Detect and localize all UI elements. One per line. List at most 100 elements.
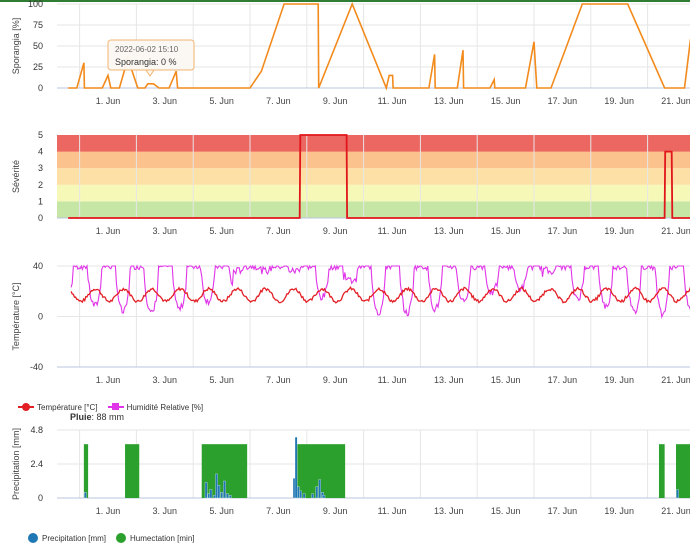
x-tick-label: 3. Jun — [153, 375, 178, 385]
precipitation-bar — [311, 493, 314, 499]
y-axis-title: Température [°C] — [11, 282, 21, 350]
y-tick-label: 5 — [38, 130, 43, 140]
x-tick-label: 11. Jun — [378, 96, 407, 106]
y-tick-label: 2.4 — [30, 459, 43, 469]
severity-band-top — [57, 135, 690, 152]
x-tick-label: 21. Jun — [661, 226, 690, 236]
y-tick-label: 0 — [38, 493, 43, 503]
x-tick-label: 19. Jun — [604, 226, 634, 236]
severity-band — [57, 151, 690, 169]
x-tick-label: 7. Jun — [266, 375, 291, 385]
precipitation-bar — [322, 495, 326, 499]
series-line-severity — [68, 134, 690, 219]
legend-item-humidity[interactable]: Humidité Relative [%] — [107, 402, 204, 412]
y-tick-label: 0 — [38, 312, 43, 322]
tooltip-pointer — [145, 69, 155, 77]
y-tick-label: 0 — [38, 213, 43, 223]
precipitation-bar — [223, 480, 226, 499]
x-tick-label: 11. Jun — [378, 226, 407, 236]
x-tick-label: 21. Jun — [661, 96, 690, 106]
x-tick-label: 15. Jun — [491, 96, 521, 106]
x-tick-label: 17. Jun — [548, 506, 578, 516]
x-tick-label: 17. Jun — [548, 96, 578, 106]
legend-chart4: Precipitation [mm] Humectation [min] — [28, 533, 205, 543]
rain-value: : 88 mm — [91, 412, 125, 422]
y-tick-label: 100 — [28, 0, 43, 9]
y-tick-label: 40 — [33, 261, 43, 271]
x-tick-label: 21. Jun — [661, 506, 690, 516]
legend-chart3: Température [°C] Humidité Relative [%] — [18, 402, 213, 412]
x-tick-label: 7. Jun — [266, 96, 291, 106]
y-axis-title: Sévérité — [11, 160, 21, 193]
y-tick-label: 1 — [38, 196, 43, 206]
legend-item-precipitation[interactable]: Precipitation [mm] — [28, 533, 106, 543]
precipitation-bar — [315, 486, 319, 499]
x-tick-label: 13. Jun — [434, 96, 464, 106]
x-tick-label: 9. Jun — [323, 375, 348, 385]
x-tick-label: 11. Jun — [378, 506, 407, 516]
y-tick-label: 2 — [38, 180, 43, 190]
precipitation-bar — [676, 489, 679, 499]
x-tick-label: 19. Jun — [604, 96, 634, 106]
precipitation-bar — [294, 436, 298, 499]
legend-item-temperature[interactable]: Température [°C] — [18, 402, 98, 412]
y-tick-label: 50 — [33, 41, 43, 51]
humectation-bar — [676, 444, 690, 498]
x-tick-label: 17. Jun — [548, 375, 578, 385]
y-tick-label: 4.8 — [30, 425, 43, 435]
rain-total: Pluie: 88 mm — [70, 412, 124, 422]
x-tick-label: 5. Jun — [209, 506, 234, 516]
precipitation-bar — [302, 493, 306, 499]
x-tick-label: 3. Jun — [153, 96, 178, 106]
x-tick-label: 13. Jun — [434, 226, 464, 236]
y-tick-label: 3 — [38, 163, 43, 173]
x-tick-label: 3. Jun — [153, 226, 178, 236]
x-tick-label: 9. Jun — [323, 96, 348, 106]
x-tick-label: 15. Jun — [491, 226, 521, 236]
severity-band — [57, 168, 690, 185]
precipitation-bar — [228, 495, 232, 499]
top-accent-bar — [0, 0, 690, 2]
x-tick-label: 21. Jun — [661, 375, 690, 385]
legend-item-humectation[interactable]: Humectation [min] — [116, 533, 195, 543]
x-tick-label: 1. Jun — [96, 96, 121, 106]
precipitation-bar — [215, 473, 218, 499]
humectation-bar — [125, 444, 140, 498]
x-tick-label: 7. Jun — [266, 506, 291, 516]
series-line-temperature — [70, 286, 690, 304]
x-tick-label: 9. Jun — [323, 226, 348, 236]
y-axis-title: Sporangia [%] — [11, 18, 21, 75]
x-tick-label: 1. Jun — [96, 375, 121, 385]
tooltip: 2022-06-02 15:10 Sporangia: 0 % — [107, 39, 195, 77]
precipitation-dot-icon — [28, 533, 38, 543]
series-line-humidity — [70, 263, 690, 319]
humectation-bar — [658, 444, 665, 498]
x-tick-label: 11. Jun — [378, 375, 407, 385]
x-tick-label: 3. Jun — [153, 506, 178, 516]
x-tick-label: 5. Jun — [209, 96, 234, 106]
severity-band — [57, 201, 690, 218]
x-tick-label: 1. Jun — [96, 226, 121, 236]
y-tick-label: 75 — [33, 20, 43, 30]
precipitation-bar — [217, 485, 221, 499]
precipitation-bar — [204, 482, 208, 499]
precipitation-bar — [84, 492, 87, 499]
legend-label-humidity: Humidité Relative [%] — [126, 402, 204, 412]
legend-label-humectation: Humectation [min] — [130, 533, 195, 543]
series-line-sporangia — [68, 1, 690, 91]
x-tick-label: 19. Jun — [604, 375, 634, 385]
rain-label: Pluie — [70, 412, 92, 422]
precipitation-bar — [220, 492, 223, 499]
x-tick-label: 5. Jun — [209, 375, 234, 385]
x-tick-label: 5. Jun — [209, 226, 234, 236]
x-tick-label: 7. Jun — [266, 226, 291, 236]
tooltip-value: Sporangia: 0 % — [115, 57, 177, 67]
x-tick-label: 13. Jun — [434, 506, 464, 516]
y-tick-label: 25 — [33, 62, 43, 72]
severity-band — [57, 184, 690, 202]
legend-label-precipitation: Precipitation [mm] — [42, 533, 107, 543]
y-axis-title: Precipitation [mm] — [11, 428, 21, 500]
humectation-bar — [83, 444, 89, 498]
x-tick-label: 17. Jun — [548, 226, 578, 236]
humectation-dot-icon — [116, 533, 127, 543]
